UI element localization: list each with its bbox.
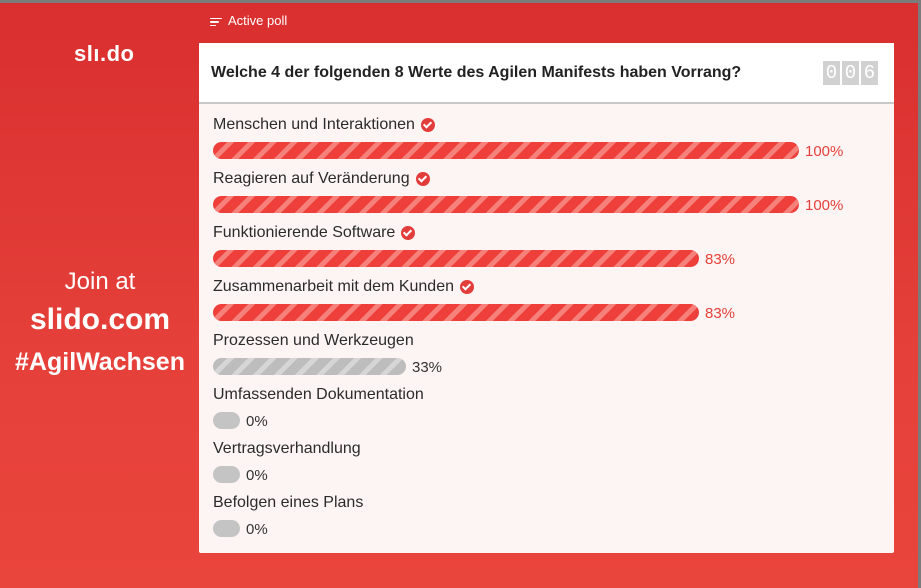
check-circle-icon <box>415 172 430 186</box>
poll-result-bar <box>213 412 240 429</box>
poll-option-label: Funktionierende Software <box>213 224 416 242</box>
check-circle-icon <box>460 280 474 294</box>
poll-result-percent: 0% <box>246 521 268 538</box>
slido-logo: slı.do <box>74 41 135 66</box>
vote-counter-digit: 0 <box>842 61 859 85</box>
event-hashtag: #AgilWachsen <box>15 348 185 376</box>
poll-result-bar <box>213 142 799 159</box>
poll-result-percent: 100% <box>805 143 844 160</box>
vote-counter: 0 0 6 <box>823 61 878 85</box>
poll-option-text: Menschen und Interaktionen <box>213 116 415 133</box>
poll-result-bar <box>213 466 240 483</box>
check-circle-icon <box>401 226 416 240</box>
join-at-text: Join at <box>64 268 136 295</box>
poll-option-text: Reagieren auf Veränderung <box>213 170 410 187</box>
poll-question-header: Welche 4 der folgenden 8 Werte des Agile… <box>199 43 894 104</box>
join-url: slido.com <box>29 303 171 336</box>
window-frame-top <box>0 0 921 3</box>
active-poll-indicator: Active poll <box>210 13 287 28</box>
poll-result-percent: 83% <box>705 251 736 268</box>
poll-result-bar <box>213 250 699 267</box>
poll-option-label: Zusammenarbeit mit dem Kunden <box>213 278 474 296</box>
poll-option-text: Funktionierende Software <box>213 224 396 241</box>
poll-result-bar <box>213 196 799 213</box>
poll-option-label: Vertragsverhandlung <box>213 440 361 458</box>
poll-option-text: Vertragsverhandlung <box>213 440 361 457</box>
poll-result-percent: 83% <box>705 305 736 322</box>
poll-result-bar <box>213 304 699 321</box>
poll-option-text: Befolgen eines Plans <box>213 494 364 511</box>
poll-result-bar <box>213 358 406 375</box>
poll-question: Welche 4 der folgenden 8 Werte des Agile… <box>211 64 742 81</box>
poll-panel: Welche 4 der folgenden 8 Werte des Agile… <box>199 43 894 553</box>
poll-option-label: Reagieren auf Veränderung <box>213 170 430 188</box>
poll-option-label: Befolgen eines Plans <box>213 494 363 512</box>
window-frame-right <box>918 0 921 588</box>
poll-option-label: Menschen und Interaktionen <box>213 116 435 134</box>
poll-result-percent: 0% <box>246 413 268 430</box>
poll-option-text: Umfassenden Dokumentation <box>213 386 424 403</box>
poll-option-text: Prozessen und Werkzeugen <box>213 332 414 349</box>
poll-option-label: Umfassenden Dokumentation <box>213 386 424 404</box>
poll-option-text: Zusammenarbeit mit dem Kunden <box>213 278 454 295</box>
active-poll-label: Active poll <box>228 13 288 28</box>
poll-option-label: Prozessen und Werkzeugen <box>213 332 414 350</box>
poll-result-percent: 0% <box>246 467 268 484</box>
vote-counter-digit: 0 <box>823 61 840 85</box>
poll-result-percent: 100% <box>805 197 844 214</box>
poll-result-bar <box>213 520 240 537</box>
list-icon <box>210 17 222 27</box>
vote-counter-digit: 6 <box>861 61 878 85</box>
check-circle-icon <box>420 118 435 132</box>
poll-result-percent: 33% <box>412 359 443 376</box>
